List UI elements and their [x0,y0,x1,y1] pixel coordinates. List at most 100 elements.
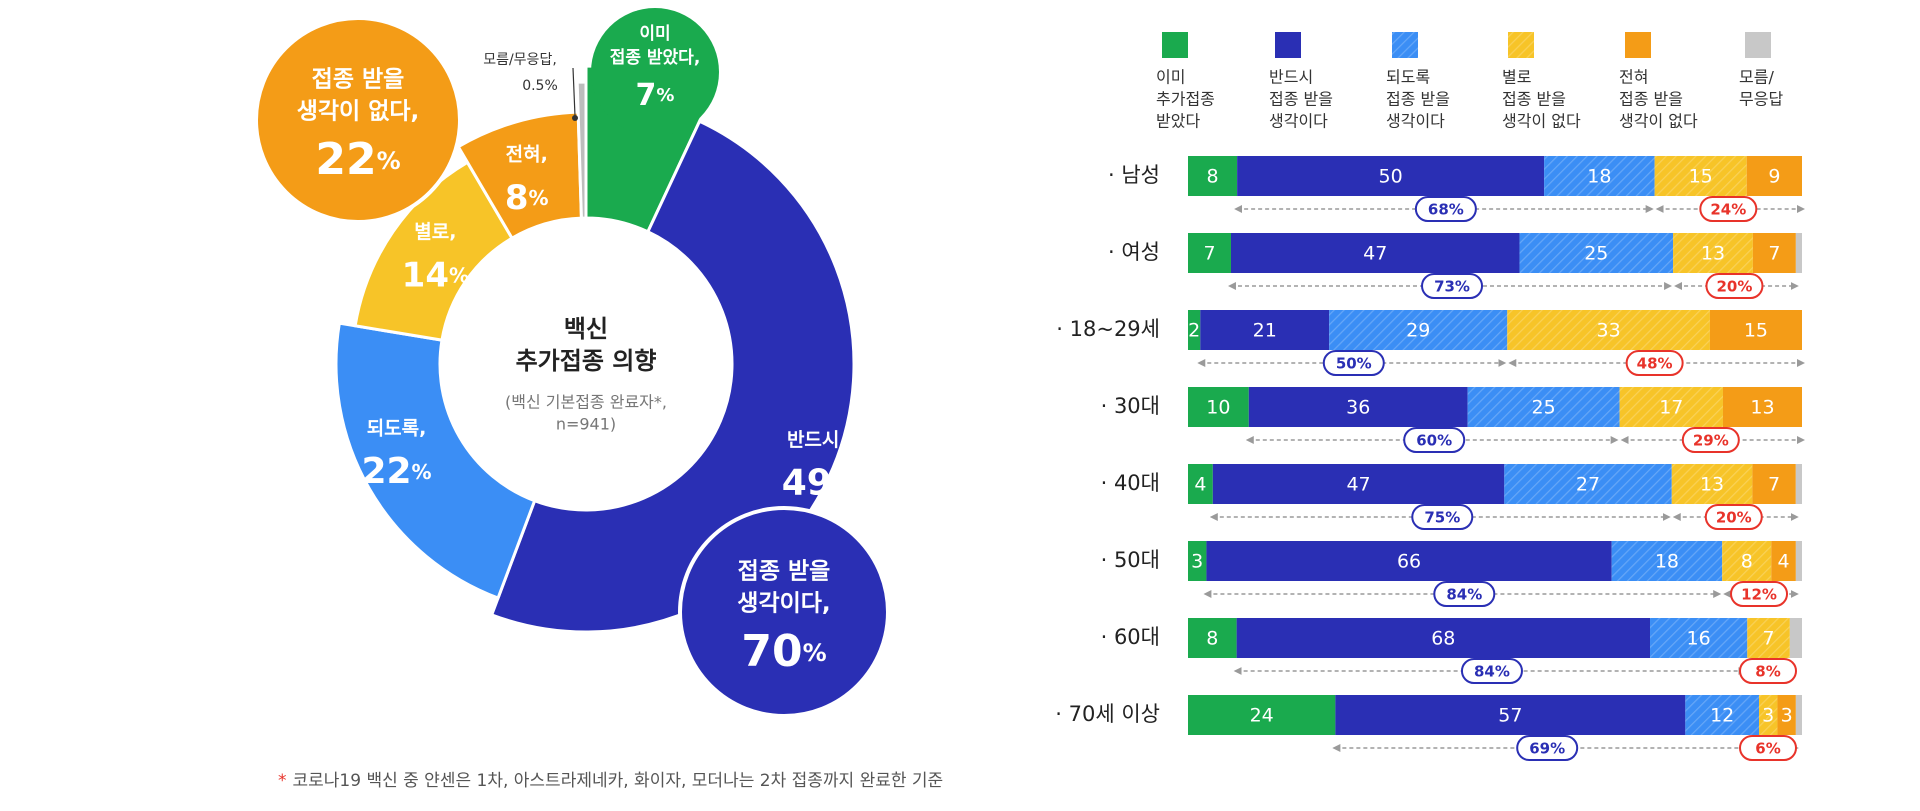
footnote-mark: * [278,771,287,791]
not-intend-total: 29% [1693,432,1729,450]
donut-title-line: 백신 [564,315,608,343]
bar-value: 17 [1659,397,1683,419]
bar-segment [1237,156,1545,196]
bar-segment [1188,695,1336,735]
not-intend-total-pill [1705,273,1764,299]
bar-segment [1188,387,1249,427]
legend-label: 생각이다 [1269,112,1328,131]
bar-segment [1722,387,1802,427]
already-label: 접종 받았다, [610,48,701,68]
dk-leader [572,67,576,117]
not-intend-total: 8% [1755,663,1780,681]
not-intend-bubble-label: 생각이 없다, [297,99,420,125]
intend-total-pill [1433,581,1496,607]
slice-value-unit: % [832,471,852,495]
bar-segment-hatch [1759,695,1778,735]
bar-segment-hatch [1544,156,1655,196]
bar-value: 18 [1587,166,1611,188]
not-intend-total: 20% [1716,509,1752,527]
bar-segment-hatch [1619,387,1723,427]
bar-value: 47 [1363,243,1387,265]
slice-value: 14% [402,255,469,295]
already-value-unit: % [656,85,674,106]
already-value: 7% [636,78,675,113]
not-intend-bubble-value: 22% [315,134,400,185]
bar-value: 2 [1188,320,1200,342]
slice-value: 49% [782,462,852,503]
intend-bubble-circle [678,506,890,718]
bar-segment [1212,464,1505,504]
bar-value: 13 [1701,243,1725,265]
legend-label: 접종 받을 [1269,90,1333,109]
bar-value: 21 [1253,320,1277,342]
legend-label: 받았다 [1156,112,1200,131]
bar-value: 29 [1406,320,1430,342]
bar-segment-hatch [1722,541,1772,581]
not-intend-total: 12% [1741,586,1777,604]
row-label: · 30대 [1101,394,1160,418]
bar-value: 33 [1596,320,1620,342]
bar-value: 7 [1768,474,1780,496]
bar-segment [1335,695,1686,735]
slice-value: 8% [505,177,549,217]
not-intend-total: 48% [1637,355,1673,373]
bar-segment [1188,618,1237,658]
intend-bubble-value-number: 70 [741,626,802,677]
not-intend-bubble-circle [254,16,462,224]
legend-label: 접종 받을 [1619,90,1683,109]
bar-segment [1236,618,1651,658]
legend-label: 생각이 없다 [1502,112,1581,131]
bar-value: 4 [1194,474,1206,496]
footnote-text: 코로나19 백신 중 얀센은 1차, 아스트라제네카, 화이자, 모더나는 2차… [292,771,944,791]
bar-segment-hatch [1673,233,1753,273]
bar-segment [1188,233,1231,273]
bar-value: 13 [1700,474,1724,496]
slice-label-definitely: 반드시, 49% [782,429,852,504]
intend-total: 68% [1428,201,1464,219]
intend-total-pill [1403,427,1466,453]
intend-total-pill [1414,196,1477,222]
not-intend-total: 20% [1717,278,1753,296]
intend-total: 69% [1529,740,1565,758]
bar-value: 47 [1346,474,1370,496]
intend-bubble-label: 접종 받을 [738,559,831,585]
row-label: · 남성 [1108,163,1160,187]
legend-label: 접종 받을 [1502,90,1566,109]
bar-segment [1188,464,1213,504]
row-label: · 70세 이상 [1055,702,1160,726]
slice-label-text: 반드시, [787,429,847,451]
legend-label: 되도록 [1386,68,1430,87]
dk-value: 0.5% [522,78,558,94]
not-intend-total-pill [1739,658,1797,684]
legend-label: 모름/ [1739,68,1774,87]
bar-value: 12 [1710,705,1734,727]
bar-segment-hatch [1747,618,1790,658]
bar-value: 36 [1346,397,1370,419]
intend-bubble-value-unit: % [803,639,827,667]
already-value-number: 7 [636,78,657,113]
not-intend-total-pill [1681,427,1740,453]
bar-value: 7 [1203,243,1215,265]
slice-value-unit: % [529,185,549,209]
bar-segment [1746,156,1802,196]
bar-value: 4 [1778,551,1790,573]
bar-value: 15 [1689,166,1713,188]
bar-segment-hatch [1685,695,1760,735]
bar-segment-hatch [1507,310,1710,350]
intend-total: 84% [1446,586,1482,604]
bar-value: 7 [1768,243,1780,265]
bar-segment [1709,310,1802,350]
legend-label: 무응답 [1739,90,1783,109]
bar-value: 15 [1744,320,1768,342]
bar-value: 50 [1379,166,1403,188]
not-intend-total: 24% [1710,201,1746,219]
legend-swatch [1745,32,1771,58]
intend-total: 84% [1474,663,1510,681]
slice-value-number: 14 [402,255,449,295]
